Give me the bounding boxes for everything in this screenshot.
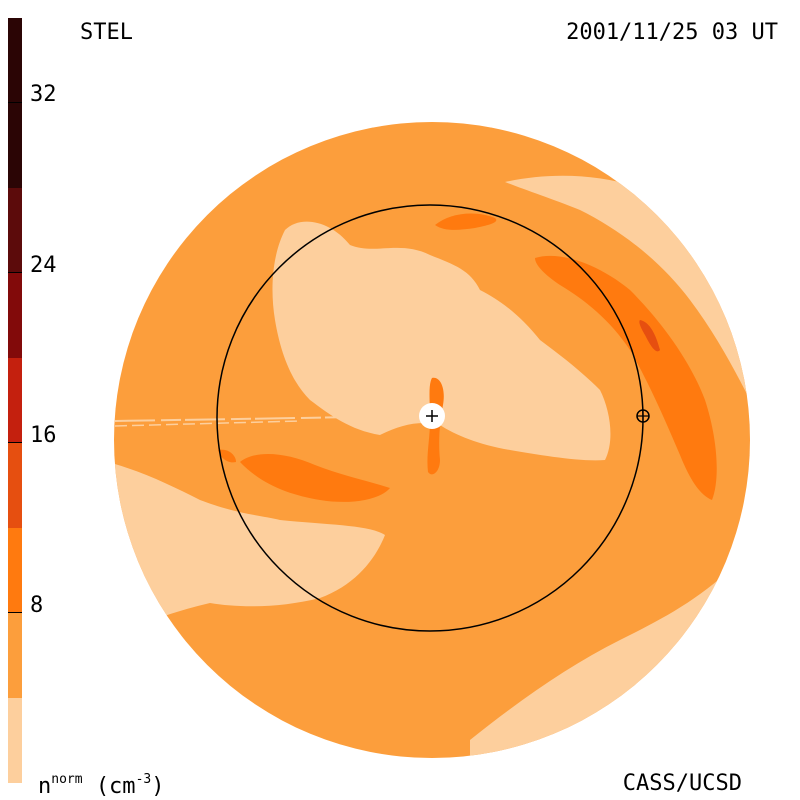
low-density-region-central (272, 221, 611, 461)
medium-density-streak-right (535, 255, 717, 500)
colorbar-tick-mark (8, 612, 22, 613)
colorbar-tick-mark (8, 442, 22, 443)
medium-density-streak-top (435, 213, 497, 230)
data-gap-line (114, 415, 421, 422)
colorbar-tick-mark (8, 102, 22, 103)
timestamp-label: 2001/11/25 03 UT (566, 20, 778, 45)
colorbar-tick-8: 8 (30, 593, 44, 618)
data-gap-line-secondary (114, 420, 301, 427)
colorbar-tick-32: 32 (30, 82, 57, 107)
credit-label: CASS/UCSD (622, 771, 742, 796)
medium-density-streak-left (240, 454, 390, 502)
colorbar-tick-24: 24 (30, 253, 57, 278)
plus-icon (419, 403, 445, 429)
unit-label: nnorm (cm-3) (38, 772, 165, 799)
instrument-label: STEL (80, 20, 133, 45)
low-density-region-lower-left (114, 460, 385, 640)
colorbar-steps (8, 18, 22, 783)
colorbar-tick-16: 16 (30, 423, 57, 448)
medium-density-spot-left (218, 449, 236, 463)
earth-symbol-icon (636, 409, 650, 423)
colorbar-tick-mark (8, 272, 22, 273)
high-density-core-right (639, 320, 660, 352)
